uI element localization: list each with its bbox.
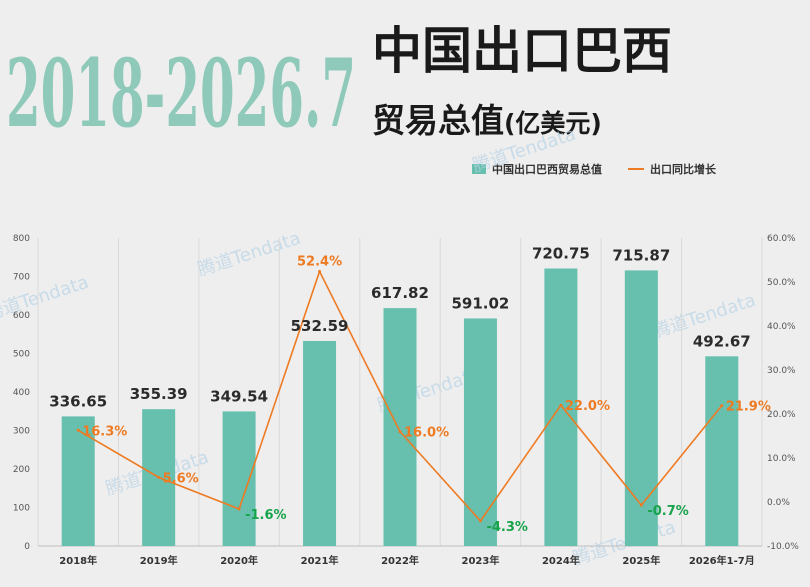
y-left-tick-label: 200	[13, 465, 30, 475]
y-left-tick-label: 400	[13, 388, 30, 398]
bar	[61, 416, 95, 546]
growth-value-label: -1.6%	[245, 508, 286, 523]
y-left-tick-label: 0	[24, 542, 30, 552]
line-point	[398, 430, 402, 434]
chart-title-line1: 中国出口巴西	[372, 22, 672, 80]
growth-value-label: 16.3%	[82, 424, 127, 439]
bar	[222, 411, 256, 546]
bar	[463, 318, 497, 546]
y-right-tick-label: 0.0%	[767, 498, 790, 508]
line-point	[157, 475, 161, 479]
x-tick-label: 2026年1-7月	[689, 554, 755, 567]
y-left-tick-label: 500	[13, 350, 30, 360]
y-right-tick-label: 40.0%	[767, 322, 796, 332]
y-right-tick-label: 20.0%	[767, 410, 796, 420]
line-point	[559, 403, 563, 407]
y-right-tick-label: 30.0%	[767, 366, 796, 376]
bar-value-label: 492.67	[693, 332, 751, 350]
x-tick-label: 2024年	[542, 554, 580, 567]
y-right-tick-label: 60.0%	[767, 234, 796, 244]
x-tick-label: 2021年	[301, 554, 339, 567]
bar-value-label: 591.02	[451, 294, 509, 312]
chart-title-line2: 贸易总值(亿美元)	[372, 101, 602, 140]
legend-bar-label: 中国出口巴西贸易总值	[492, 162, 602, 176]
x-tick-label: 2022年	[381, 554, 419, 567]
x-tick-label: 2023年	[462, 554, 500, 567]
y-right-tick-label: 50.0%	[767, 278, 796, 288]
x-tick-label: 2025年	[622, 554, 660, 567]
growth-value-label: 22.0%	[565, 399, 610, 414]
watermark-text: 腾道Tendata	[195, 228, 303, 281]
bar-value-label: 336.65	[49, 392, 107, 410]
growth-value-label: 21.9%	[726, 400, 771, 415]
line-point	[478, 519, 482, 523]
growth-value-label: -0.7%	[647, 504, 688, 519]
title-years: 2018-2026.7	[6, 39, 356, 149]
x-tick-label: 2018年	[59, 554, 97, 567]
bar	[303, 340, 337, 546]
x-tick-label: 2020年	[220, 554, 258, 567]
y-right-tick-label: -10.0%	[767, 542, 799, 552]
growth-value-label: -4.3%	[486, 520, 527, 535]
y-left-tick-label: 800	[13, 234, 30, 244]
bar-value-label: 715.87	[612, 246, 670, 264]
data-labels: 336.65 355.39 349.54 532.59 617.82 591.02 720.…	[49, 245, 771, 535]
bar	[624, 270, 658, 546]
bar	[705, 356, 739, 546]
y-right-tick-label: 10.0%	[767, 454, 796, 464]
line-point	[639, 503, 643, 507]
bar-value-label: 720.75	[532, 245, 590, 263]
chart-title-line2-main: 贸易总值	[372, 101, 504, 140]
growth-value-label: 52.4%	[297, 254, 342, 269]
y-left-tick-label: 600	[13, 311, 30, 321]
bar-value-label: 532.59	[291, 317, 349, 335]
axes: 0 100 200 300 400 500 600 700 800 -10.0% 0.0% 10.0%…	[13, 234, 799, 567]
bar	[383, 308, 417, 546]
y-left-tick-label: 100	[13, 504, 30, 514]
bar-value-label: 349.54	[210, 387, 268, 405]
line-point	[318, 269, 322, 273]
bars	[61, 268, 739, 546]
legend: 中国出口巴西贸易总值 出口同比增长	[472, 162, 717, 176]
growth-line-layer	[76, 269, 724, 523]
growth-value-label: 16.0%	[404, 426, 449, 441]
y-left-tick-label: 700	[13, 273, 30, 283]
line-point	[720, 404, 724, 408]
line-point	[76, 428, 80, 432]
legend-bar-swatch	[472, 164, 486, 174]
bar	[544, 268, 578, 546]
bar-value-label: 355.39	[130, 385, 188, 403]
x-tick-label: 2019年	[140, 554, 178, 567]
bar-value-label: 617.82	[371, 284, 429, 302]
y-left-tick-label: 300	[13, 427, 30, 437]
chart-title-unit: (亿美元)	[504, 109, 602, 138]
line-point	[237, 507, 241, 511]
growth-value-label: 5.6%	[163, 471, 199, 486]
legend-line-label: 出口同比增长	[650, 162, 717, 176]
